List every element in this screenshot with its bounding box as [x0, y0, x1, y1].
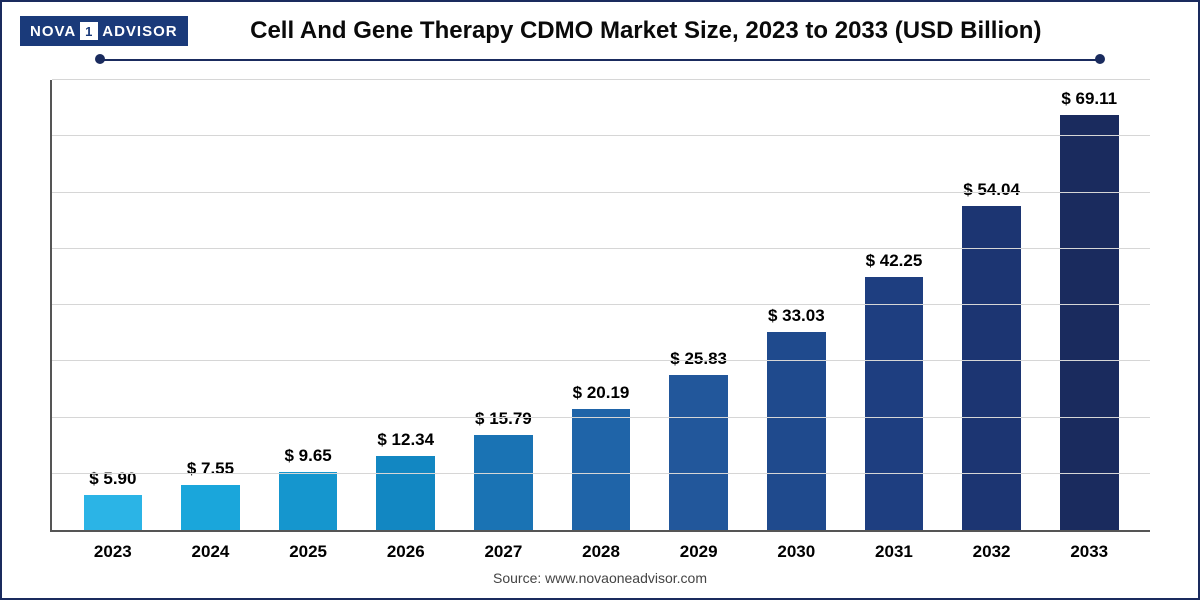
bars-container: $ 5.90 $ 7.55 $ 9.65 $ 12.34 $ 15.79 $ 20.19 $… [52, 80, 1150, 530]
grid-line [52, 135, 1150, 136]
logo-part1: NOVA [30, 23, 76, 40]
x-tick-label: 2032 [943, 542, 1041, 562]
bar [669, 375, 728, 530]
grid-line [52, 417, 1150, 418]
logo-one: 1 [80, 22, 98, 40]
bar-column: $ 33.03 [747, 80, 845, 530]
grid-line [52, 473, 1150, 474]
x-tick-label: 2026 [357, 542, 455, 562]
bar-value-label: $ 15.79 [475, 409, 532, 429]
x-tick-label: 2031 [845, 542, 943, 562]
bar [1060, 115, 1119, 530]
bar-value-label: $ 9.65 [284, 446, 331, 466]
chart-container: NOVA 1 ADVISOR Cell And Gene Therapy CDM… [0, 0, 1200, 600]
grid-line [52, 360, 1150, 361]
rule-line [100, 59, 1100, 61]
bar [181, 485, 240, 530]
grid-line [52, 79, 1150, 80]
x-tick-label: 2025 [259, 542, 357, 562]
bar-value-label: $ 5.90 [89, 469, 136, 489]
bar [865, 277, 924, 531]
header: NOVA 1 ADVISOR Cell And Gene Therapy CDM… [20, 16, 1180, 46]
bar-column: $ 69.11 [1040, 80, 1138, 530]
grid-line [52, 304, 1150, 305]
bar-value-label: $ 42.25 [866, 251, 923, 271]
source-text: Source: www.novaoneadvisor.com [20, 562, 1180, 588]
bar-value-label: $ 12.34 [377, 430, 434, 450]
bar [376, 456, 435, 530]
bar [279, 472, 338, 530]
x-tick-label: 2030 [747, 542, 845, 562]
x-tick-label: 2029 [650, 542, 748, 562]
x-tick-label: 2027 [455, 542, 553, 562]
x-tick-label: 2023 [64, 542, 162, 562]
bar-value-label: $ 33.03 [768, 306, 825, 326]
bar-value-label: $ 7.55 [187, 459, 234, 479]
rule-dot-left [95, 54, 105, 64]
bar-column: $ 7.55 [162, 80, 260, 530]
bar-value-label: $ 20.19 [573, 383, 630, 403]
bar-column: $ 42.25 [845, 80, 943, 530]
x-tick-label: 2033 [1040, 542, 1138, 562]
bar [767, 332, 826, 530]
plot-area: $ 5.90 $ 7.55 $ 9.65 $ 12.34 $ 15.79 $ 20.19 $… [50, 80, 1150, 532]
bar [572, 409, 631, 530]
chart-wrap: $ 5.90 $ 7.55 $ 9.65 $ 12.34 $ 15.79 $ 20.19 $… [20, 74, 1180, 562]
x-axis: 2023202420252026202720282029203020312032… [52, 532, 1150, 562]
x-tick-label: 2024 [162, 542, 260, 562]
bar-value-label: $ 25.83 [670, 349, 727, 369]
bar-column: $ 54.04 [943, 80, 1041, 530]
chart-title: Cell And Gene Therapy CDMO Market Size, … [212, 17, 1180, 45]
bar-column: $ 12.34 [357, 80, 455, 530]
bar-value-label: $ 69.11 [1061, 89, 1117, 109]
x-tick-label: 2028 [552, 542, 650, 562]
brand-logo: NOVA 1 ADVISOR [20, 16, 188, 46]
grid-line [52, 248, 1150, 249]
grid-line [52, 192, 1150, 193]
logo-part2: ADVISOR [102, 23, 177, 40]
bar [962, 206, 1021, 530]
bar-column: $ 15.79 [455, 80, 553, 530]
bar-column: $ 9.65 [259, 80, 357, 530]
bar-value-label: $ 54.04 [963, 180, 1020, 200]
bar [84, 495, 143, 530]
title-rule [100, 52, 1100, 66]
rule-dot-right [1095, 54, 1105, 64]
bar-column: $ 25.83 [650, 80, 748, 530]
bar-column: $ 20.19 [552, 80, 650, 530]
bar-column: $ 5.90 [64, 80, 162, 530]
bar [474, 435, 533, 530]
